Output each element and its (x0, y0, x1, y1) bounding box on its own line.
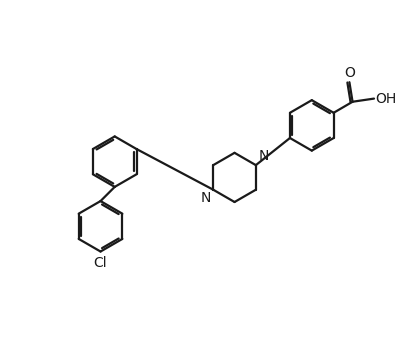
Text: Cl: Cl (94, 256, 107, 270)
Text: N: N (200, 191, 211, 205)
Text: OH: OH (376, 92, 397, 106)
Text: N: N (259, 149, 269, 163)
Text: O: O (344, 66, 355, 80)
